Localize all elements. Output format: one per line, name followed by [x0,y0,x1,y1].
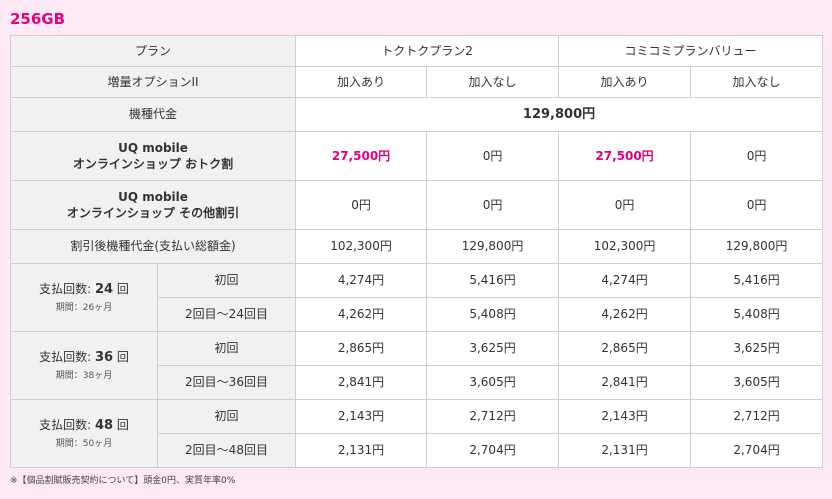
other-discount-value: 0円 [690,180,824,230]
first-payment-label: 初回 [156,399,297,434]
after-discount-value: 129,800円 [690,229,824,264]
after-discount-label: 割引後機種代金(支払い総額金) [9,229,297,264]
rest-payment-label: 2回目〜36回目 [156,365,297,400]
online-discount-value: 0円 [426,131,560,181]
option-with-a: 加入あり [295,66,428,98]
installment-48-label: 支払回数: 48 回 期間：50ヶ月 [10,399,158,468]
payment-value: 2,841円 [295,365,428,400]
option-without-b: 加入なし [690,66,824,98]
plan-b-header: コミコミプランバリュー [558,35,824,67]
plan-label: プラン [9,35,297,67]
option-without-a: 加入なし [426,66,560,98]
payment-value: 2,704円 [426,433,560,468]
other-discount-label-line2: オンラインショップ その他割引 [66,206,240,220]
installment-label-prefix: 支払回数: [39,417,95,432]
other-discount-value: 0円 [295,180,428,230]
payment-value: 2,143円 [558,399,692,434]
payment-value: 3,605円 [690,365,824,400]
installment-36-label: 支払回数: 36 回 期間：38ヶ月 [10,331,158,400]
payment-value: 2,712円 [426,399,560,434]
after-discount-value: 102,300円 [295,229,428,264]
installment-count: 36 [94,349,114,365]
installment-period: 期間：26ヶ月 [55,303,113,314]
rest-payment-label: 2回目〜24回目 [156,297,297,332]
payment-value: 5,408円 [426,297,560,332]
payment-value: 3,605円 [426,365,560,400]
plan-header-row: プラン トクトクプラン2 コミコミプランバリュー [9,35,824,67]
first-payment-label: 初回 [156,331,297,366]
installment-24-label: 支払回数: 24 回 期間：26ヶ月 [10,263,158,332]
payment-value: 5,408円 [690,297,824,332]
installment-label-prefix: 支払回数: [39,349,95,364]
payment-value: 2,131円 [295,433,428,468]
other-discount-label-line1: UQ mobile [118,189,188,204]
online-discount-row: UQ mobile オンラインショップ おトク割 27,500円 0円 27,5… [9,131,824,181]
device-price-row: 機種代金 129,800円 [9,97,824,132]
other-discount-value: 0円 [558,180,692,230]
payment-value: 4,274円 [295,263,428,298]
payment-value: 2,704円 [690,433,824,468]
installment-count: 24 [94,281,114,297]
online-discount-label: UQ mobile オンラインショップ おトク割 [9,131,297,181]
payment-value: 2,865円 [295,331,428,366]
option-with-b: 加入あり [558,66,692,98]
rest-payment-label: 2回目〜48回目 [156,433,297,468]
page-title: 256GB [10,10,66,28]
payment-value: 5,416円 [690,263,824,298]
after-discount-value: 129,800円 [426,229,560,264]
online-discount-value: 27,500円 [295,131,428,181]
installment-label-suffix: 回 [113,349,129,364]
other-discount-row: UQ mobile オンラインショップ その他割引 0円 0円 0円 0円 [9,180,824,230]
other-discount-label: UQ mobile オンラインショップ その他割引 [9,180,297,230]
option-label: 増量オプションII [9,66,297,98]
payment-value: 2,865円 [558,331,692,366]
installment-label-suffix: 回 [113,417,129,432]
device-price-label: 機種代金 [9,97,297,132]
online-discount-value: 27,500円 [558,131,692,181]
payment-value: 4,274円 [558,263,692,298]
installment-24-first-row: 支払回数: 24 回 期間：26ヶ月 初回 4,274円 5,416円 4,27… [10,263,824,332]
installment-36-first-row: 支払回数: 36 回 期間：38ヶ月 初回 2,865円 3,625円 2,86… [10,331,824,400]
online-discount-label-line2: オンラインショップ おトク割 [72,157,234,171]
payment-value: 2,143円 [295,399,428,434]
other-discount-value: 0円 [426,180,560,230]
payment-value: 2,841円 [558,365,692,400]
installment-36-rest-row: 2回目〜36回目 2,841円 3,605円 2,841円 3,605円 [11,365,824,400]
payment-value: 3,625円 [690,331,824,366]
installment-label-suffix: 回 [113,281,129,296]
online-discount-value: 0円 [690,131,824,181]
payment-value: 2,712円 [690,399,824,434]
payment-value: 2,131円 [558,433,692,468]
installment-count: 48 [94,417,114,433]
plan-a-header: トクトクプラン2 [295,35,560,67]
after-discount-row: 割引後機種代金(支払い総額金) 102,300円 129,800円 102,30… [9,229,824,264]
payment-value: 4,262円 [295,297,428,332]
installment-48-first-row: 支払回数: 48 回 期間：50ヶ月 初回 2,143円 2,712円 2,14… [10,399,824,468]
payment-value: 4,262円 [558,297,692,332]
device-price-value: 129,800円 [295,97,824,132]
option-row: 増量オプションII 加入あり 加入なし 加入あり 加入なし [9,66,824,98]
installment-period: 期間：50ヶ月 [55,439,113,450]
after-discount-value: 102,300円 [558,229,692,264]
installment-24-rest-row: 2回目〜24回目 4,262円 5,408円 4,262円 5,408円 [11,297,824,332]
installment-48-rest-row: 2回目〜48回目 2,131円 2,704円 2,131円 2,704円 [11,433,824,468]
payment-value: 3,625円 [426,331,560,366]
payment-value: 5,416円 [426,263,560,298]
footnote: ※【個品割賦販売契約について】頭金0円、実質年率0% [10,476,236,486]
installment-period: 期間：38ヶ月 [55,371,113,382]
price-table: プラン トクトクプラン2 コミコミプランバリュー 増量オプションII 加入あり … [9,35,824,468]
first-payment-label: 初回 [156,263,297,298]
installment-label-prefix: 支払回数: [39,281,95,296]
online-discount-label-line1: UQ mobile [118,140,188,155]
